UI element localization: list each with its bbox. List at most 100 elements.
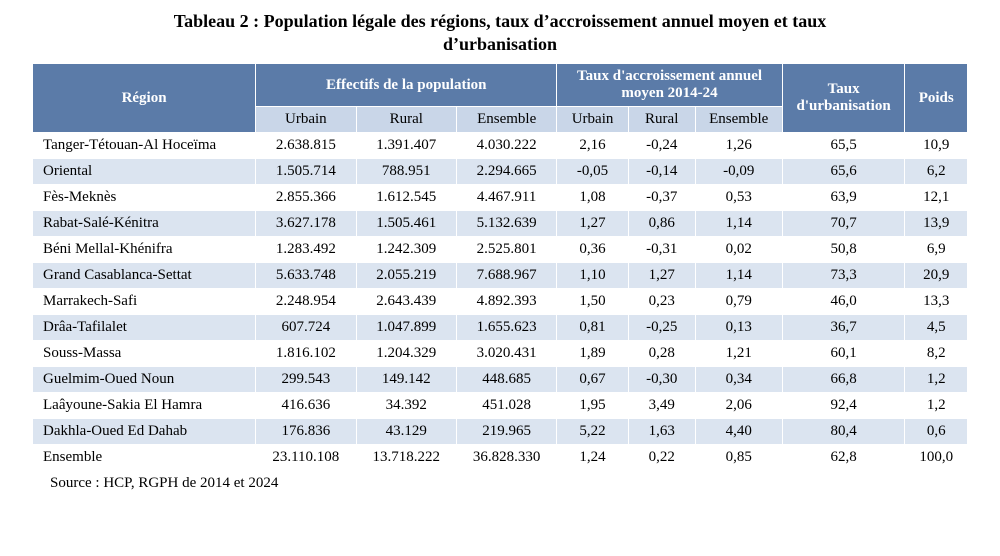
region: Fès-Meknès (33, 185, 256, 211)
cell-growth-urbain: 1,24 (557, 445, 628, 471)
cell-urbain: 607.724 (256, 315, 356, 341)
cell-urbain: 1.816.102 (256, 341, 356, 367)
cell-poids: 1,2 (905, 367, 968, 393)
sub-urbain-2: Urbain (557, 107, 628, 133)
cell-urbain: 23.110.108 (256, 445, 356, 471)
col-effectifs-header: Effectifs de la population (256, 64, 557, 107)
sub-rural-2: Rural (628, 107, 695, 133)
cell-urbanisation: 65,6 (782, 159, 905, 185)
cell-growth-ensemble: 0,34 (695, 367, 782, 393)
sub-rural-1: Rural (356, 107, 456, 133)
cell-urbain: 2.855.366 (256, 185, 356, 211)
cell-poids: 6,2 (905, 159, 968, 185)
region: Marrakech-Safi (33, 289, 256, 315)
cell-growth-urbain: 1,89 (557, 341, 628, 367)
cell-urbain: 5.633.748 (256, 263, 356, 289)
cell-urbain: 1.505.714 (256, 159, 356, 185)
cell-growth-ensemble: 0,02 (695, 237, 782, 263)
cell-ensemble: 451.028 (456, 393, 556, 419)
cell-growth-urbain: 2,16 (557, 133, 628, 159)
cell-ensemble: 5.132.639 (456, 211, 556, 237)
cell-poids: 10,9 (905, 133, 968, 159)
cell-poids: 13,9 (905, 211, 968, 237)
cell-growth-rural: 1,27 (628, 263, 695, 289)
cell-ensemble: 4.892.393 (456, 289, 556, 315)
cell-poids: 4,5 (905, 315, 968, 341)
cell-urbanisation: 46,0 (782, 289, 905, 315)
cell-rural: 1.391.407 (356, 133, 456, 159)
table-row: Souss-Massa1.816.1021.204.3293.020.4311,… (33, 341, 968, 367)
cell-rural: 1.204.329 (356, 341, 456, 367)
cell-poids: 0,6 (905, 419, 968, 445)
header-row-1: Région Effectifs de la population Taux d… (33, 64, 968, 107)
table-row: Dakhla-Oued Ed Dahab176.83643.129219.965… (33, 419, 968, 445)
cell-poids: 20,9 (905, 263, 968, 289)
cell-growth-ensemble: 1,26 (695, 133, 782, 159)
cell-growth-ensemble: 4,40 (695, 419, 782, 445)
cell-growth-urbain: 1,95 (557, 393, 628, 419)
cell-growth-ensemble: -0,09 (695, 159, 782, 185)
cell-rural: 1.505.461 (356, 211, 456, 237)
table-row: Ensemble23.110.10813.718.22236.828.3301,… (33, 445, 968, 471)
table-source: Source : HCP, RGPH de 2014 et 2024 (32, 475, 968, 492)
cell-ensemble: 2.525.801 (456, 237, 556, 263)
table-row: Marrakech-Safi2.248.9542.643.4394.892.39… (33, 289, 968, 315)
table-row: Laâyoune-Sakia El Hamra416.63634.392451.… (33, 393, 968, 419)
cell-ensemble: 2.294.665 (456, 159, 556, 185)
cell-growth-urbain: 1,08 (557, 185, 628, 211)
cell-urbanisation: 92,4 (782, 393, 905, 419)
region: Tanger-Tétouan-Al Hoceïma (33, 133, 256, 159)
cell-growth-rural: 3,49 (628, 393, 695, 419)
cell-growth-rural: 0,23 (628, 289, 695, 315)
cell-growth-rural: 0,22 (628, 445, 695, 471)
cell-growth-urbain: 0,67 (557, 367, 628, 393)
cell-poids: 100,0 (905, 445, 968, 471)
cell-urbain: 3.627.178 (256, 211, 356, 237)
cell-urbain: 2.638.815 (256, 133, 356, 159)
table-row: Fès-Meknès2.855.3661.612.5454.467.9111,0… (33, 185, 968, 211)
cell-ensemble: 1.655.623 (456, 315, 556, 341)
cell-urbanisation: 62,8 (782, 445, 905, 471)
cell-urbanisation: 73,3 (782, 263, 905, 289)
cell-growth-urbain: -0,05 (557, 159, 628, 185)
cell-growth-rural: -0,24 (628, 133, 695, 159)
cell-growth-urbain: 5,22 (557, 419, 628, 445)
col-poids-header: Poids (905, 64, 968, 133)
title-line-2: d’urbanisation (443, 34, 557, 54)
cell-urbain: 416.636 (256, 393, 356, 419)
cell-growth-ensemble: 1,14 (695, 263, 782, 289)
cell-poids: 8,2 (905, 341, 968, 367)
region: Oriental (33, 159, 256, 185)
cell-urbain: 1.283.492 (256, 237, 356, 263)
cell-growth-urbain: 1,27 (557, 211, 628, 237)
col-growth-header: Taux d'accroissement annuel moyen 2014-2… (557, 64, 782, 107)
table-row: Rabat-Salé-Kénitra3.627.1781.505.4615.13… (33, 211, 968, 237)
cell-rural: 2.055.219 (356, 263, 456, 289)
col-region-header: Région (33, 64, 256, 133)
table-row: Béni Mellal-Khénifra1.283.4921.242.3092.… (33, 237, 968, 263)
sub-urbain-1: Urbain (256, 107, 356, 133)
cell-rural: 43.129 (356, 419, 456, 445)
cell-ensemble: 4.030.222 (456, 133, 556, 159)
cell-ensemble: 448.685 (456, 367, 556, 393)
cell-rural: 1.612.545 (356, 185, 456, 211)
cell-growth-urbain: 1,50 (557, 289, 628, 315)
cell-rural: 13.718.222 (356, 445, 456, 471)
cell-growth-urbain: 0,81 (557, 315, 628, 341)
cell-poids: 6,9 (905, 237, 968, 263)
cell-growth-rural: 1,63 (628, 419, 695, 445)
cell-urbanisation: 66,8 (782, 367, 905, 393)
region: Ensemble (33, 445, 256, 471)
cell-urbanisation: 36,7 (782, 315, 905, 341)
region: Béni Mellal-Khénifra (33, 237, 256, 263)
cell-urbanisation: 70,7 (782, 211, 905, 237)
region: Laâyoune-Sakia El Hamra (33, 393, 256, 419)
cell-growth-urbain: 1,10 (557, 263, 628, 289)
region: Drâa-Tafilalet (33, 315, 256, 341)
cell-growth-ensemble: 0,85 (695, 445, 782, 471)
cell-growth-rural: 0,86 (628, 211, 695, 237)
cell-rural: 149.142 (356, 367, 456, 393)
cell-poids: 12,1 (905, 185, 968, 211)
cell-growth-rural: -0,25 (628, 315, 695, 341)
table-title: Tableau 2 : Population légale des région… (32, 10, 968, 55)
